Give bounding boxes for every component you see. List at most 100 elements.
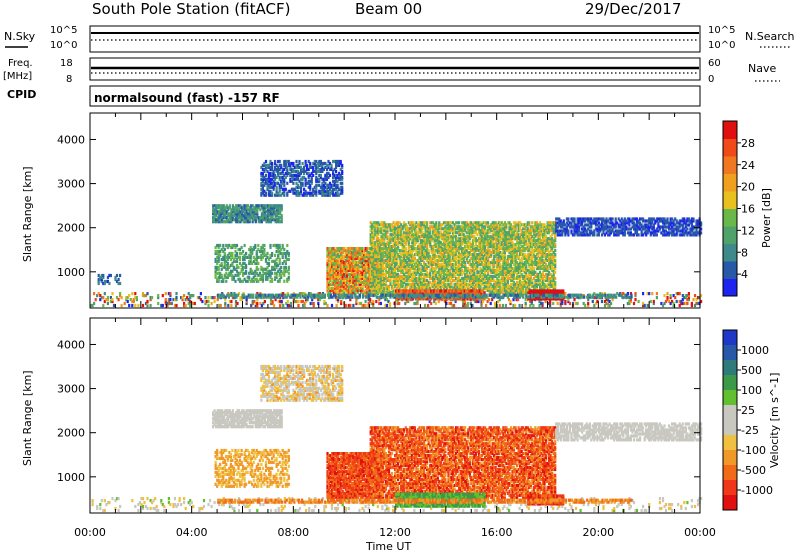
range-cell xyxy=(435,239,438,243)
range-cell xyxy=(410,264,413,269)
range-cell xyxy=(337,299,340,304)
range-cell xyxy=(678,299,681,304)
range-cell xyxy=(256,301,259,306)
range-cell xyxy=(419,270,423,274)
range-cell xyxy=(687,296,690,300)
range-cell xyxy=(97,279,100,284)
range-cell xyxy=(381,225,384,229)
range-cell xyxy=(427,272,430,276)
range-cell xyxy=(364,276,367,280)
range-cell xyxy=(263,193,266,197)
range-cell xyxy=(363,254,366,259)
range-cell xyxy=(310,181,313,185)
range-cell xyxy=(642,292,645,296)
range-cell xyxy=(274,271,277,275)
range-cell xyxy=(292,187,295,191)
range-cell xyxy=(394,268,397,272)
range-cell xyxy=(340,260,343,265)
range-cell xyxy=(337,256,340,261)
range-cell xyxy=(339,177,342,181)
range-cell xyxy=(268,204,271,208)
range-cell xyxy=(386,241,389,245)
range-cell xyxy=(438,223,441,227)
range-cell xyxy=(412,274,415,278)
range-cell xyxy=(683,296,686,300)
range-cell xyxy=(299,177,303,181)
range-cell xyxy=(292,299,295,304)
range-cell xyxy=(397,278,400,282)
range-cell xyxy=(413,256,416,261)
range-cell xyxy=(387,288,391,292)
range-cell xyxy=(204,301,207,306)
range-cell xyxy=(295,173,298,177)
range-cell xyxy=(384,284,387,288)
range-cell xyxy=(189,299,192,304)
range-cell xyxy=(374,221,377,225)
range-cell xyxy=(356,249,360,253)
range-cell xyxy=(359,274,363,278)
range-cell xyxy=(355,282,358,286)
range-cell xyxy=(225,204,228,208)
range-cell xyxy=(295,165,298,169)
range-cell xyxy=(367,280,370,284)
range-cell xyxy=(238,271,242,275)
range-cell xyxy=(352,290,355,294)
range-cell xyxy=(381,251,384,255)
range-cell xyxy=(416,301,419,306)
range-cell xyxy=(366,251,369,255)
range-cell xyxy=(257,261,260,265)
range-cell xyxy=(215,212,218,216)
range-cell xyxy=(374,251,377,255)
range-cell xyxy=(397,266,400,271)
range-cell xyxy=(359,249,363,253)
range-cell xyxy=(225,255,228,259)
range-cell xyxy=(238,277,242,281)
range-cell xyxy=(462,301,465,306)
range-cell xyxy=(337,249,340,253)
range-cell xyxy=(274,173,277,177)
range-cell xyxy=(103,299,106,304)
range-cell xyxy=(584,303,587,308)
range-cell xyxy=(301,183,304,187)
range-cell xyxy=(359,290,363,294)
range-cell xyxy=(267,193,271,197)
range-cell xyxy=(441,254,444,259)
range-cell xyxy=(332,251,335,255)
range-cell xyxy=(181,296,184,300)
range-cell xyxy=(222,245,225,250)
range-cell xyxy=(512,298,515,302)
range-cell xyxy=(400,282,403,286)
range-cell xyxy=(438,284,441,288)
range-cell xyxy=(214,249,217,254)
range-cell xyxy=(219,208,222,212)
range-cell xyxy=(329,282,332,286)
range-cell xyxy=(369,280,372,284)
beam-label: Beam 00 xyxy=(355,0,422,18)
range-cell xyxy=(384,270,387,274)
range-cell xyxy=(234,259,237,263)
range-cell xyxy=(312,161,315,166)
range-cell xyxy=(230,214,233,218)
range-cell xyxy=(243,255,246,259)
range-cell xyxy=(369,247,372,251)
range-cell xyxy=(367,276,370,280)
range-cell xyxy=(266,187,269,191)
range-cell xyxy=(398,229,401,233)
range-cell xyxy=(244,212,247,216)
range-cell xyxy=(347,249,350,253)
range-cell xyxy=(675,299,678,304)
range-cell xyxy=(111,298,114,302)
range-cell xyxy=(413,270,416,274)
range-cell xyxy=(480,303,483,308)
range-cell xyxy=(267,163,271,167)
range-cell xyxy=(325,177,329,181)
range-cell xyxy=(367,286,370,290)
range-cell xyxy=(326,270,329,274)
range-cell xyxy=(144,301,148,306)
range-cell xyxy=(274,167,277,171)
range-cell xyxy=(332,280,335,284)
range-cell xyxy=(356,266,360,271)
range-cell xyxy=(183,303,186,308)
range-cell xyxy=(436,251,439,255)
range-cell xyxy=(301,181,304,185)
